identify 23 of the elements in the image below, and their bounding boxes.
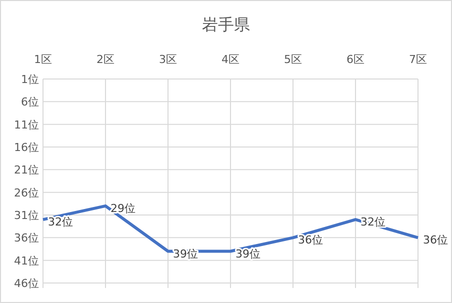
- data-label: 36位: [423, 234, 448, 247]
- x-tick-label: 5区: [284, 53, 302, 66]
- y-tick-label: 6位: [21, 96, 39, 109]
- y-tick-label: 11位: [14, 118, 39, 132]
- x-tick-label: 3区: [159, 53, 177, 66]
- chart-title: 岩手県: [202, 15, 250, 34]
- x-tick-label: 6区: [346, 53, 364, 66]
- data-label: 32位: [48, 216, 73, 229]
- data-label: 39位: [236, 247, 260, 260]
- x-tick-label: 7区: [409, 53, 427, 66]
- y-tick-label: 36位: [14, 232, 39, 245]
- y-tick-label: 46位: [14, 277, 39, 290]
- x-tick-label: 1区: [34, 53, 52, 66]
- y-tick-label: 21位: [14, 164, 39, 177]
- y-tick-label: 1位: [21, 73, 39, 86]
- y-tick-label: 31位: [14, 209, 39, 222]
- y-tick-label: 41位: [14, 254, 39, 268]
- y-tick-label: 26位: [14, 186, 39, 200]
- data-label: 29位: [110, 202, 136, 215]
- x-tick-label: 2区: [96, 53, 114, 66]
- y-tick-label: 16位: [14, 141, 39, 154]
- data-label: 36位: [298, 234, 323, 247]
- x-tick-label: 4区: [222, 53, 240, 66]
